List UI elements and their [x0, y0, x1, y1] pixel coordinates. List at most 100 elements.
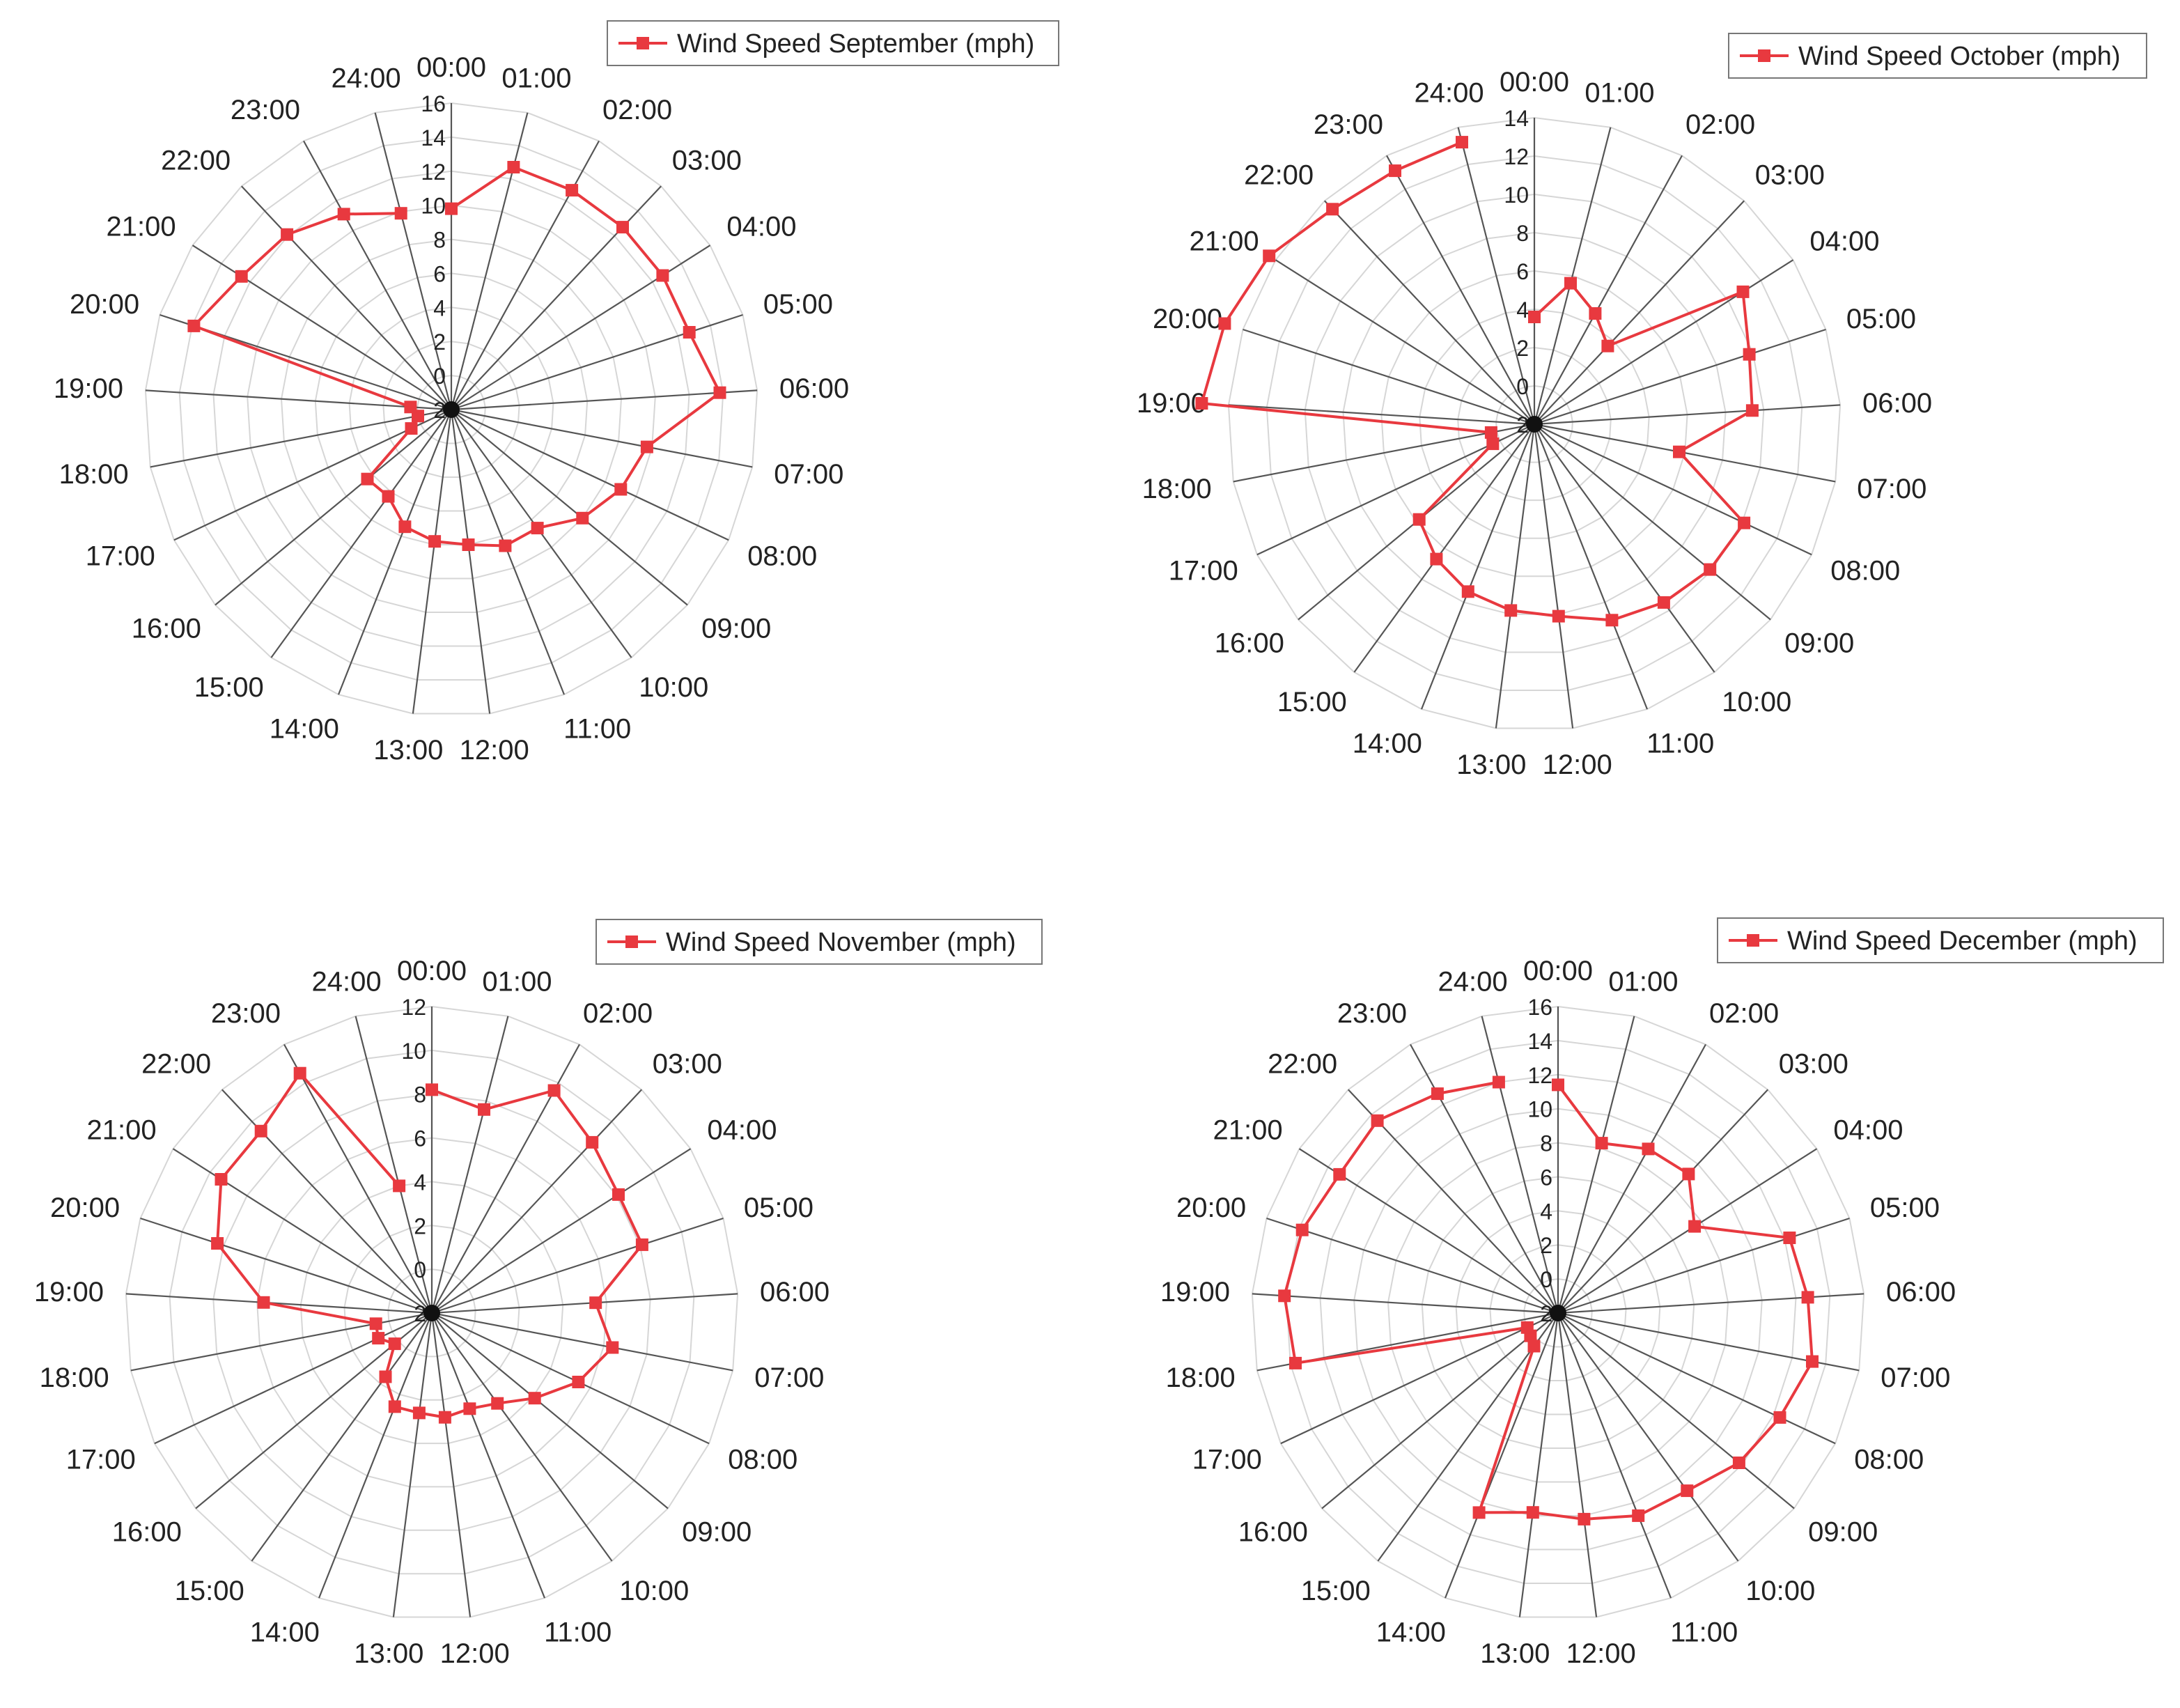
axis-spoke — [431, 1312, 733, 1372]
grid-ring — [1227, 116, 1842, 729]
axis-spoke — [431, 1312, 669, 1509]
data-point — [254, 1124, 267, 1138]
radial-tick-label: 8 — [433, 228, 446, 253]
category-label: 19:00 — [54, 373, 123, 404]
category-label: 22:00 — [1244, 160, 1314, 190]
axis-spoke — [1557, 1089, 1769, 1314]
legend-box — [595, 919, 1043, 965]
axis-spoke — [1228, 404, 1535, 426]
category-label: 04:00 — [1809, 226, 1879, 256]
legend-marker-swatch — [1747, 934, 1759, 947]
axis-spoke — [451, 409, 729, 541]
data-point — [1431, 1087, 1444, 1101]
data-point — [372, 1332, 385, 1345]
data-point — [462, 538, 475, 551]
category-label: 01:00 — [482, 967, 552, 997]
grid-ring — [1489, 1244, 1627, 1381]
data-point — [656, 269, 669, 282]
data-point — [1552, 1078, 1564, 1092]
category-label: 03:00 — [672, 145, 742, 176]
category-label: 20:00 — [50, 1193, 120, 1223]
data-point — [428, 535, 442, 548]
radial-tick-label: 0 — [414, 1257, 426, 1282]
radial-tick-label: 2 — [1516, 336, 1529, 361]
radial-tick-label: 10 — [421, 194, 446, 219]
data-point — [1578, 1512, 1591, 1525]
category-label: 09:00 — [1784, 628, 1854, 659]
axis-spoke — [1557, 1312, 1795, 1509]
axis-spoke — [251, 1312, 433, 1562]
radial-tick-label: 6 — [1540, 1165, 1552, 1190]
axis-spoke — [1557, 1312, 1836, 1445]
radial-tick-label: 12 — [421, 160, 446, 185]
grid-ring — [1419, 308, 1650, 539]
axis-spoke — [1280, 1312, 1559, 1445]
center-hub — [423, 1305, 440, 1321]
data-point — [1218, 317, 1231, 330]
category-label: 10:00 — [639, 672, 708, 703]
category-label: 07:00 — [754, 1362, 824, 1393]
grid-ring — [1455, 1210, 1661, 1415]
data-point — [426, 1083, 438, 1096]
category-label: 07:00 — [774, 459, 843, 490]
grid-ring — [1523, 1278, 1593, 1348]
data-point — [1595, 1137, 1608, 1150]
category-label: 22:00 — [1268, 1048, 1337, 1079]
category-label: 17:00 — [86, 541, 155, 572]
axis-spoke — [1386, 155, 1535, 425]
data-point — [589, 1296, 602, 1310]
data-point — [1801, 1291, 1814, 1304]
axis-spoke — [392, 1312, 433, 1617]
data-point — [281, 228, 294, 241]
data-point — [1456, 136, 1468, 149]
category-label: 05:00 — [744, 1193, 813, 1223]
grid-ring — [1457, 346, 1612, 502]
radial-tick-label: 6 — [433, 261, 446, 286]
grid-ring — [1495, 385, 1573, 463]
data-point — [1605, 614, 1619, 627]
data-point — [1504, 604, 1518, 617]
grid-ring — [144, 102, 758, 715]
radial-tick-label: 0 — [433, 364, 446, 389]
category-label: 18:00 — [1142, 474, 1212, 504]
category-label: 01:00 — [1608, 967, 1678, 997]
grid-ring — [387, 1268, 476, 1358]
category-label: 08:00 — [1854, 1445, 1924, 1475]
axis-spoke — [1321, 1312, 1559, 1509]
category-label: 18:00 — [59, 459, 129, 490]
data-point — [1371, 1114, 1384, 1127]
category-label: 12:00 — [440, 1638, 510, 1669]
radial-tick-label: 2 — [1540, 1233, 1552, 1258]
axis-spoke — [431, 1148, 692, 1314]
category-label: 20:00 — [1153, 304, 1222, 334]
data-point — [1682, 1167, 1695, 1181]
category-label: 22:00 — [161, 145, 231, 176]
radial-tick-label: 0 — [1540, 1267, 1552, 1292]
axis-spoke — [1266, 1217, 1559, 1314]
axis-spoke — [1557, 1043, 1706, 1314]
radial-tick-label: 2 — [1516, 412, 1529, 437]
axis-spoke — [1557, 1312, 1672, 1599]
category-label: 07:00 — [1857, 474, 1926, 504]
data-point — [1389, 164, 1401, 178]
category-label: 01:00 — [501, 63, 571, 94]
axis-spoke — [1534, 424, 1715, 673]
data-point — [1704, 563, 1717, 576]
grid-ring — [1380, 270, 1688, 577]
data-point — [528, 1392, 541, 1405]
data-point — [337, 208, 350, 221]
legend-box — [1728, 33, 2147, 79]
axis-spoke — [1495, 424, 1536, 729]
radial-tick-label: 6 — [414, 1126, 426, 1151]
grid-ring — [280, 238, 623, 580]
category-label: 23:00 — [1314, 109, 1383, 140]
legend-box — [1717, 917, 2164, 963]
legend-label: Wind Speed November (mph) — [666, 928, 1016, 957]
category-label: 10:00 — [1722, 687, 1791, 717]
legend: Wind Speed December (mph) — [1717, 917, 2164, 963]
data-point — [211, 1237, 224, 1250]
axis-spoke — [1533, 424, 1574, 729]
